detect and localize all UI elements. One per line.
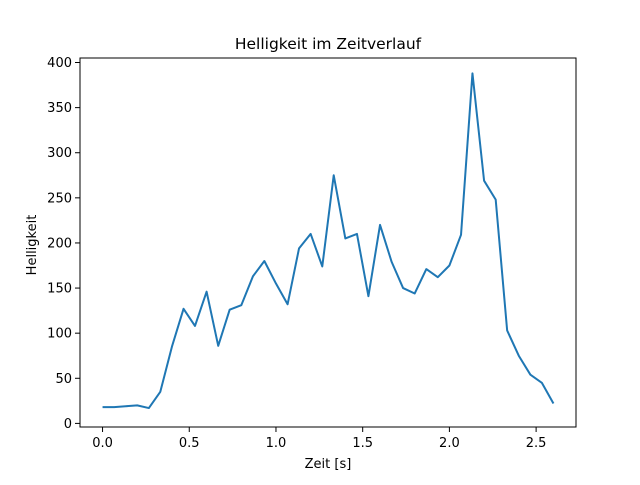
x-tick-label: 0.0: [92, 436, 113, 451]
series-line: [102, 72, 555, 410]
plot-area: 0.0 0.5 1.0 1.5 2.0 2.5 0 50 100 150 200 250 300 350 4…: [47, 56, 577, 451]
y-tick-label: 200: [47, 236, 72, 251]
x-tick-label: 2.5: [526, 436, 547, 451]
y-axis-label: Helligkeit: [25, 215, 40, 276]
x-tick-label: 1.5: [352, 436, 373, 451]
y-tick-label: 300: [47, 146, 72, 161]
y-tick-label: 150: [47, 282, 72, 297]
chart-title: Helligkeit im Zeitverlauf: [235, 35, 422, 53]
x-tick-label: 2.0: [439, 436, 460, 451]
plot-frame: [79, 57, 577, 428]
x-axis-label: Zeit [s]: [305, 457, 352, 472]
y-tick-label: 350: [47, 101, 72, 116]
x-tick-label: 1.0: [266, 436, 287, 451]
y-tick-label: 100: [47, 327, 72, 342]
y-tick-label: 50: [55, 372, 72, 387]
y-tick-label: 400: [47, 56, 72, 71]
x-tick-label: 0.5: [179, 436, 200, 451]
y-tick-label: 0: [64, 417, 72, 432]
y-tick-label: 250: [47, 191, 72, 206]
